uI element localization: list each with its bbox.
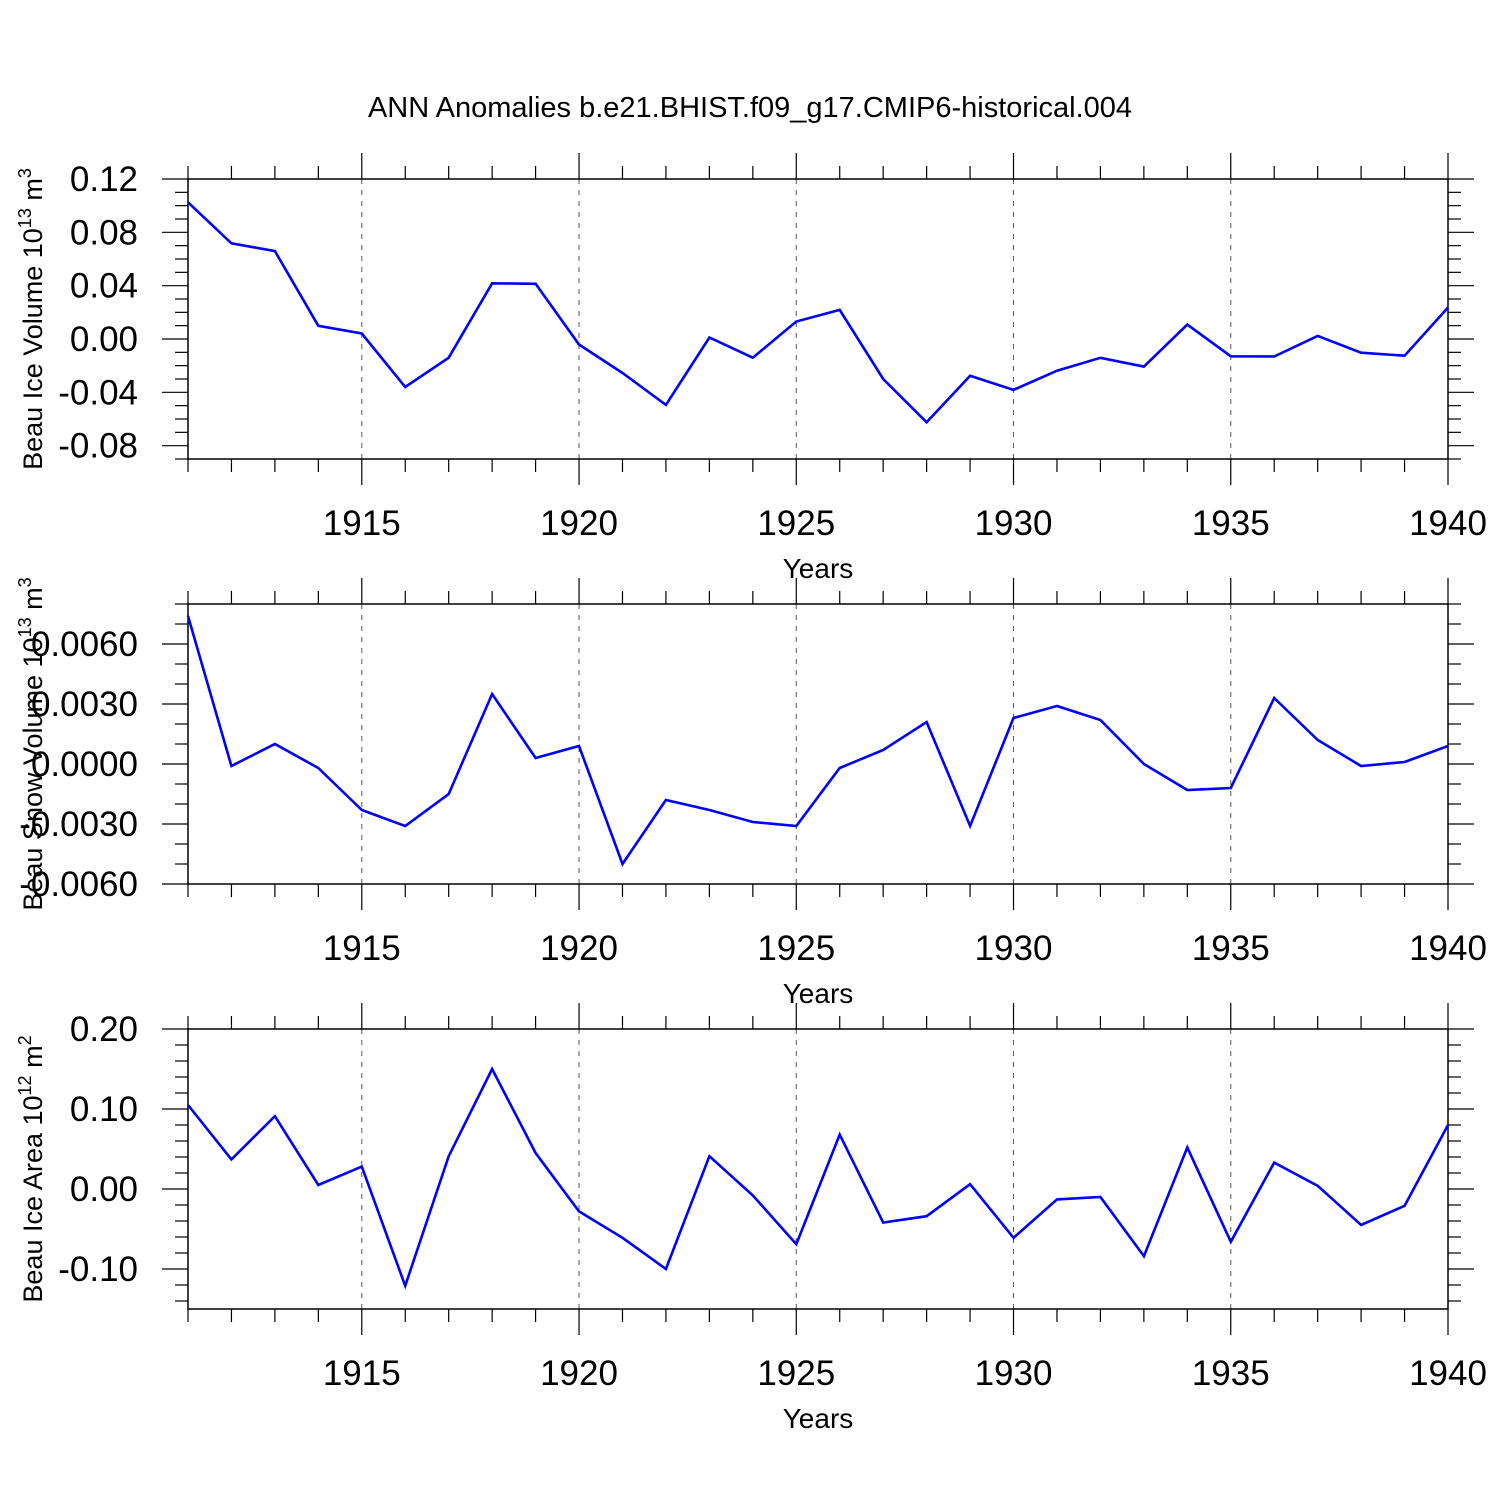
- y-tick-label: 0.04: [70, 267, 138, 306]
- y-axis-title-unit-exponent: 2: [15, 1035, 35, 1045]
- y-axis-title-exponent: 12: [15, 1075, 35, 1095]
- x-tick-label: 1920: [540, 929, 618, 968]
- series-line: [186, 1066, 1450, 1290]
- x-tick-label: 1915: [323, 504, 401, 543]
- y-tick-label: 0.10: [70, 1090, 138, 1129]
- y-axis-title: Beau Ice Area 1012 m2: [15, 1035, 48, 1302]
- figure-title: ANN Anomalies b.e21.BHIST.f09_g17.CMIP6-…: [368, 92, 1132, 124]
- y-tick-label: 0.12: [70, 160, 138, 199]
- y-axis-title: Beau Ice Volume 1013 m3: [15, 168, 48, 470]
- x-tick-label: 1925: [757, 1354, 835, 1393]
- y-axis-title-unit-exponent: 3: [15, 168, 35, 178]
- y-tick-label: -0.08: [58, 427, 138, 466]
- y-tick-label: 0.0030: [31, 685, 138, 724]
- y-tick-label: -0.04: [58, 373, 138, 412]
- x-tick-label: 1930: [975, 929, 1053, 968]
- x-axis-title: Years: [783, 1403, 854, 1434]
- series-line: [187, 201, 1449, 425]
- y-tick-label: 0.08: [70, 213, 138, 252]
- series-line: [186, 615, 1449, 867]
- x-tick-label: 1920: [540, 504, 618, 543]
- panel-snow-volume: 0.0060 0.0030 0.0000 -0.0030 -0.0060 1915 1920…: [15, 577, 1487, 1009]
- y-tick-label: -0.0060: [19, 865, 138, 904]
- plot-frame: [187, 1028, 1449, 1310]
- x-tick-label: 1920: [540, 1354, 618, 1393]
- y-tick-label: 0.00: [70, 320, 138, 359]
- panel-ice-area: 0.20 0.10 0.00 -0.10 1915 1920 1925 1930 1935 194…: [15, 1003, 1487, 1434]
- y-tick-label: 0.0000: [31, 745, 138, 784]
- y-axis-title-unit: m: [18, 1045, 48, 1075]
- y-tick-label: 0.00: [70, 1170, 138, 1209]
- x-tick-label: 1925: [757, 929, 835, 968]
- y-axis-title-unit-exponent: 3: [15, 577, 35, 587]
- y-axis-title-text: Beau Snow Volume 10: [18, 637, 48, 910]
- x-tick-label: 1925: [757, 504, 835, 543]
- x-tick-label: 1930: [975, 504, 1053, 543]
- x-axis-title: Years: [783, 553, 854, 584]
- y-tick-label: 0.0060: [31, 625, 138, 664]
- y-axis-title-exponent: 13: [15, 208, 35, 228]
- y-axis-title-unit: m: [18, 178, 48, 208]
- x-tick-label: 1940: [1409, 504, 1487, 543]
- panel-ice-volume: 0.12 0.08 0.04 0.00 -0.04 -0.08 1915 1920 1925 19…: [15, 153, 1487, 584]
- x-tick-label: 1935: [1192, 504, 1270, 543]
- y-axis-title-text: Beau Ice Volume 10: [18, 228, 48, 470]
- y-axis-title-exponent: 13: [15, 617, 35, 637]
- x-tick-label: 1940: [1409, 1354, 1487, 1393]
- x-tick-label: 1935: [1192, 929, 1270, 968]
- y-axis-title-unit: m: [18, 587, 48, 617]
- x-axis-title: Years: [783, 978, 854, 1009]
- y-tick-label: -0.10: [58, 1250, 138, 1289]
- x-tick-label: 1935: [1192, 1354, 1270, 1393]
- y-tick-label: 0.20: [70, 1010, 138, 1049]
- y-axis-title-text: Beau Ice Area 10: [18, 1095, 48, 1302]
- x-tick-label: 1915: [323, 929, 401, 968]
- x-tick-label: 1930: [975, 1354, 1053, 1393]
- x-tick-label: 1940: [1409, 929, 1487, 968]
- y-tick-label: -0.0030: [19, 805, 138, 844]
- y-axis-title: Beau Snow Volume 1013 m3: [15, 577, 48, 910]
- plot-frame: [187, 178, 1449, 460]
- x-tick-label: 1915: [323, 1354, 401, 1393]
